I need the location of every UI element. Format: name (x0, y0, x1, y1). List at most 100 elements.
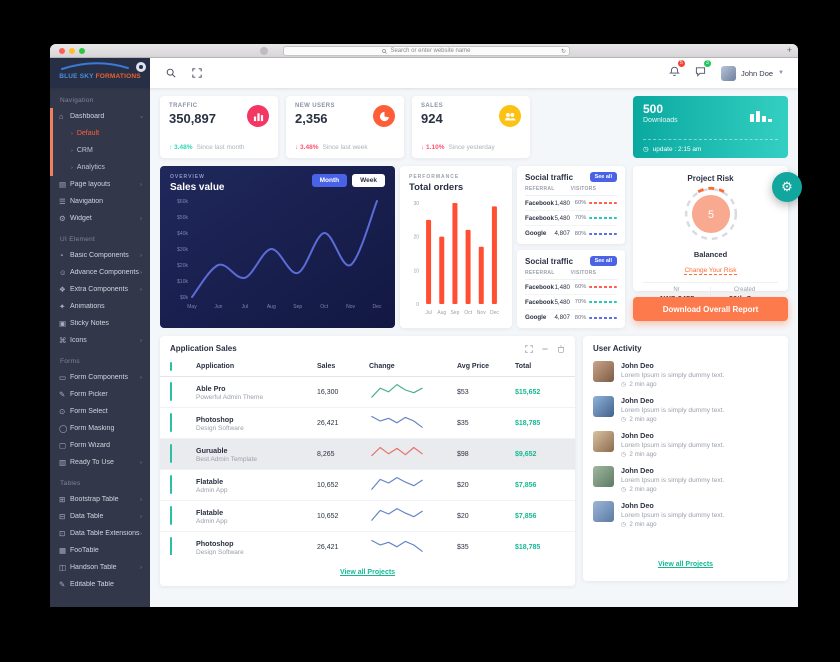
new-tab-button[interactable]: + (786, 45, 792, 55)
sidebar-item-advance-components[interactable]: ☺ Advance Components › (59, 268, 142, 277)
see-all-button[interactable]: See all (589, 256, 617, 266)
social-traffic-title: Social traffic (525, 256, 574, 266)
change-sparkline (371, 507, 423, 521)
social-traffic-card: Social traffic See all REFERRAL VISITORS Fac… (517, 250, 625, 328)
sidebar-item-basic-components[interactable]: ◔ Basic Components › (59, 251, 142, 260)
social-row-facebook: Facebook 1,480 60% (525, 280, 617, 295)
sidebar-active-group: ⌂ Dashboard › › Default › CRM › Analytics (50, 108, 150, 176)
stat-delta: ↓ 1.10% (421, 144, 445, 151)
stat-value: 350,897 (169, 111, 216, 126)
zoom-window-button[interactable] (79, 48, 85, 54)
activity-text: Lorem Ipsum is simply dummy text. (621, 477, 725, 484)
svg-text:$40k: $40k (177, 231, 188, 237)
avg-price: $20 (457, 512, 469, 520)
row-checkbox[interactable] (170, 382, 172, 401)
activity-item: John Deo Lorem Ipsum is simply dummy text… (593, 361, 778, 388)
sidebar-item-icons[interactable]: ⌘ Icons › (59, 336, 142, 345)
percent-value: 60% (574, 284, 587, 290)
collapse-card-icon[interactable] (541, 345, 549, 353)
visitor-count: 5,480 (554, 214, 570, 222)
stat-delta: ↑ 3.48% (169, 144, 193, 151)
change-sparkline (371, 383, 423, 398)
logo-arc-icon (61, 62, 129, 70)
column-sales: Sales (317, 363, 336, 370)
sales-chart-title: Sales value (170, 182, 225, 193)
svg-text:10: 10 (413, 268, 419, 274)
select-all-checkbox[interactable] (170, 362, 172, 371)
sidebar-item-data-table[interactable]: ⊟ Data Table › (59, 512, 142, 521)
sidebar-item-form-components[interactable]: ▭ Form Components › (59, 373, 142, 382)
row-checkbox[interactable] (170, 413, 172, 432)
browser-shield-icon[interactable] (260, 47, 268, 55)
sidebar-item-page-layouts[interactable]: ▤ Page layouts › (59, 180, 142, 189)
sidebar-item-navigation[interactable]: ☰ Navigation (59, 197, 104, 206)
animations-icon: ✦ (59, 302, 66, 311)
close-window-button[interactable] (59, 48, 65, 54)
downloads-bars-icon (750, 111, 772, 122)
sidebar-subitem-analytics[interactable]: › Analytics (71, 164, 105, 171)
sidebar-item-widget[interactable]: ⚙ Widget › (59, 214, 142, 223)
sidebar-item-animations[interactable]: ✦ Animations (59, 302, 105, 311)
row-checkbox[interactable] (170, 475, 172, 494)
user-avatar (593, 431, 614, 452)
sidebar-subitem-crm[interactable]: › CRM (71, 147, 93, 154)
sidebar-item-form-masking[interactable]: ◯ Form Masking (59, 424, 115, 433)
sidebar-item-sticky-notes[interactable]: ▣ Sticky Notes (59, 319, 109, 328)
sidebar-item-bootstrap-table[interactable]: ⊞ Bootstrap Table › (59, 495, 142, 504)
address-bar[interactable]: Search or enter website name ↻ (283, 46, 570, 56)
reload-icon[interactable]: ↻ (560, 48, 566, 55)
download-report-button[interactable]: Download Overall Report (633, 297, 788, 321)
sidebar-item-data-table-extensions[interactable]: ⊡ Data Table Extensions › (59, 529, 142, 538)
social-row-google: Google 4,807 80% (525, 226, 617, 241)
sidebar-subitem-default[interactable]: › Default (71, 130, 100, 137)
svg-text:Aug: Aug (437, 310, 446, 316)
month-button[interactable]: Month (311, 174, 348, 187)
row-checkbox[interactable] (170, 537, 172, 555)
editable-icon: ✎ (59, 580, 66, 589)
row-checkbox[interactable] (170, 444, 172, 463)
activity-view-all-link[interactable]: View all Projects (657, 561, 714, 568)
header-search-icon[interactable] (166, 68, 176, 78)
project-risk-title: Project Risk (687, 174, 734, 183)
table-header-row: Application Sales Change Avg Price Total (160, 359, 575, 377)
sidebar-item-form-wizard[interactable]: ▢ Form Wizard (59, 441, 111, 450)
sidebar-item-form-select[interactable]: ⊙ Form Select (59, 407, 108, 416)
clock-icon: ◷ (621, 521, 627, 528)
application-name: Photoshop (196, 538, 234, 548)
sidebar-item-dashboard[interactable]: ⌂ Dashboard › (59, 112, 145, 121)
sidebar-toggle-button[interactable] (136, 62, 146, 72)
activity-item: John Deo Lorem Ipsum is simply dummy text… (593, 431, 778, 458)
settings-gear-button[interactable]: ⚙ (772, 172, 802, 202)
user-menu[interactable]: John Doe ▼ (720, 65, 784, 81)
remove-card-icon[interactable] (557, 345, 565, 353)
user-avatar (593, 396, 614, 417)
row-checkbox[interactable] (170, 506, 172, 525)
btable-icon: ⊞ (59, 495, 66, 504)
stat-card-sales: SALES 924 ↓ 1.10% Since yesterday (412, 96, 530, 158)
sidebar-item-footable[interactable]: ▦ FooTable (59, 546, 99, 555)
sidebar-section-label-ui-element: UI Element (60, 236, 96, 243)
change-sparkline (371, 476, 423, 490)
progress-bar (589, 202, 617, 204)
svg-text:Oct: Oct (464, 310, 472, 316)
view-all-projects-link[interactable]: View all Projects (339, 569, 396, 576)
table-row-guruable: Guruable Best Admin Template 8,265 $98 $9,65… (160, 439, 575, 470)
messages-icon[interactable]: 3 (695, 60, 711, 82)
sidebar-item-editable-table[interactable]: ✎ Editable Table (59, 580, 114, 589)
sidebar-item-ready-to-use[interactable]: ▥ Ready To Use › (59, 458, 142, 467)
sales-value: 26,421 (317, 419, 339, 427)
change-risk-link[interactable]: Change Your Risk (684, 267, 737, 275)
fullscreen-icon[interactable] (192, 68, 202, 78)
week-button[interactable]: Week (352, 174, 385, 187)
notifications-bell-icon[interactable]: 5 (668, 60, 685, 82)
sidebar-item-handson-table[interactable]: ◫ Handson Table › (59, 563, 142, 572)
expand-card-icon[interactable] (525, 344, 533, 353)
see-all-button[interactable]: See all (589, 172, 617, 182)
sidebar-item-extra-components[interactable]: ❖ Extra Components › (59, 285, 142, 294)
column-total: Total (515, 363, 532, 370)
minimize-window-button[interactable] (69, 48, 75, 54)
chevron-right-icon: › (140, 459, 142, 466)
sidebar-item-form-picker[interactable]: ✎ Form Picker (59, 390, 108, 399)
activity-text: Lorem Ipsum is simply dummy text. (621, 442, 725, 449)
pie-chart-icon (373, 105, 395, 127)
